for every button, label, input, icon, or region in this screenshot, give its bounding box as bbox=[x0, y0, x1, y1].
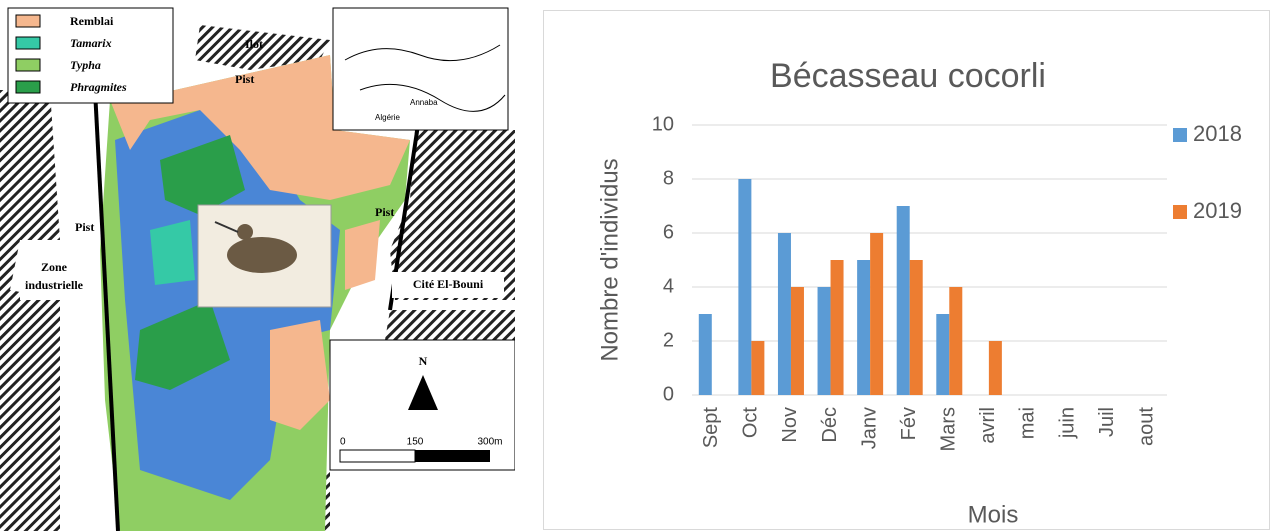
scale-bar bbox=[339, 449, 416, 463]
legend-swatch bbox=[15, 14, 41, 28]
bar bbox=[777, 233, 791, 395]
label-bg bbox=[392, 272, 504, 298]
urban-hatch bbox=[195, 25, 330, 70]
x-tick-label: Juil bbox=[1096, 407, 1118, 437]
inset-coast bbox=[344, 44, 506, 112]
x-tick-label: Fév bbox=[898, 407, 920, 440]
map-label: industrielle bbox=[25, 278, 84, 292]
x-tick-label: Oct bbox=[740, 407, 762, 439]
chart: Bécasseau cocorli Mois Nombre d'individu… bbox=[543, 10, 1270, 530]
legend-label: Phragmites bbox=[70, 80, 127, 94]
phragmites bbox=[135, 300, 230, 390]
urban-hatch bbox=[0, 90, 60, 531]
bar bbox=[790, 287, 804, 395]
bar bbox=[988, 341, 1002, 395]
y-tick-label: 8 bbox=[663, 167, 674, 189]
urban-hatch bbox=[385, 310, 515, 340]
y-tick-label: 2 bbox=[663, 329, 674, 351]
scale-bar bbox=[415, 450, 490, 462]
x-tick-label: Janv bbox=[858, 407, 880, 449]
bar bbox=[870, 233, 884, 395]
tamarix bbox=[150, 220, 195, 285]
map-label: Cité El-Bouni bbox=[413, 277, 484, 291]
y-axis-label: Nombre d'individus bbox=[596, 158, 623, 361]
x-tick-label: juin bbox=[1056, 407, 1078, 439]
legend-label: 2018 bbox=[1193, 121, 1242, 146]
inset-map bbox=[332, 7, 509, 131]
x-tick-label: avril bbox=[977, 407, 999, 444]
bar bbox=[936, 314, 950, 395]
legend-label: Typha bbox=[70, 58, 101, 72]
scale-label: 0 bbox=[340, 437, 346, 448]
y-tick-label: 4 bbox=[663, 275, 674, 297]
remblai bbox=[345, 220, 380, 290]
inset-label: Annaba bbox=[410, 98, 438, 107]
legend-swatch bbox=[1173, 128, 1187, 142]
legend-label: Remblai bbox=[70, 14, 114, 28]
x-tick-label: Déc bbox=[819, 407, 841, 443]
bar bbox=[857, 260, 871, 395]
map-label: Pist bbox=[75, 220, 94, 234]
bar bbox=[896, 206, 910, 395]
legend-label: Tamarix bbox=[70, 36, 112, 50]
legend-label: 2019 bbox=[1193, 198, 1242, 223]
label-bg bbox=[20, 258, 88, 300]
x-tick-label: Nov bbox=[779, 407, 801, 443]
bar bbox=[738, 179, 752, 395]
bird-body bbox=[227, 237, 297, 273]
legend-swatch bbox=[15, 58, 41, 72]
map-label: Zone bbox=[41, 260, 68, 274]
phragmites bbox=[160, 135, 245, 215]
legend-swatch bbox=[15, 80, 41, 94]
scale-label: 150 bbox=[407, 437, 424, 448]
map: Remblai Tamarix Typha Phragmites Annaba … bbox=[0, 0, 515, 531]
bar bbox=[949, 287, 963, 395]
bird-head bbox=[237, 224, 253, 240]
bar bbox=[698, 314, 712, 395]
chart-title: Bécasseau cocorli bbox=[770, 57, 1046, 95]
x-tick-label: Mars bbox=[938, 407, 960, 451]
urban-hatch bbox=[390, 130, 515, 300]
x-tick-label: mai bbox=[1017, 407, 1039, 439]
north-arrow bbox=[408, 375, 438, 410]
x-tick-label: aout bbox=[1135, 407, 1157, 446]
bar bbox=[909, 260, 923, 395]
road bbox=[93, 89, 120, 531]
x-tick-label: Sept bbox=[700, 407, 722, 449]
inset-label: Algérie bbox=[375, 113, 400, 122]
remblai bbox=[110, 55, 410, 200]
x-axis-label: Mois bbox=[968, 501, 1019, 528]
map-label: Pist bbox=[235, 72, 254, 86]
bird-beak bbox=[214, 221, 239, 233]
map-label: Pist bbox=[375, 205, 394, 219]
y-tick-label: 0 bbox=[663, 383, 674, 405]
remblai bbox=[270, 320, 330, 430]
north-label: N bbox=[419, 354, 428, 368]
scale-label: 300m bbox=[477, 437, 502, 448]
map-label: Ilot bbox=[245, 37, 263, 51]
legend-swatch bbox=[1173, 205, 1187, 219]
bar bbox=[751, 341, 765, 395]
legend-swatch bbox=[15, 36, 41, 50]
y-tick-label: 10 bbox=[652, 113, 674, 135]
bar bbox=[817, 287, 831, 395]
y-tick-label: 6 bbox=[663, 221, 674, 243]
bar bbox=[830, 260, 844, 395]
